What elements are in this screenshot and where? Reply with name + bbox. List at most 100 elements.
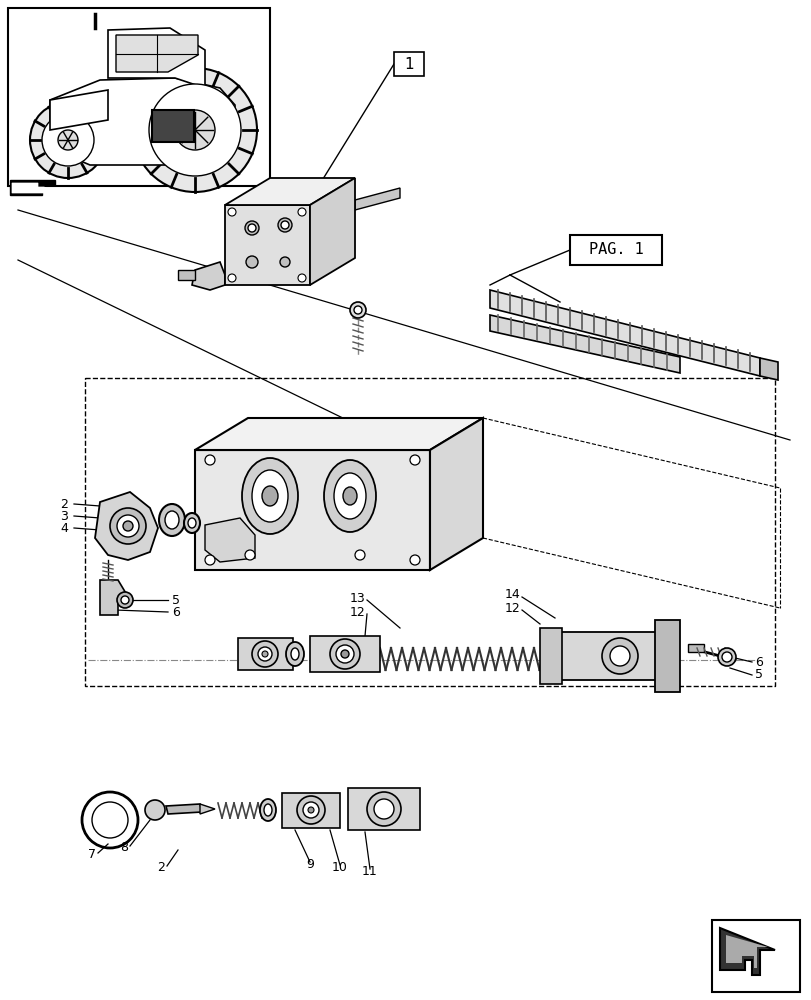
Circle shape bbox=[410, 455, 419, 465]
Circle shape bbox=[258, 647, 272, 661]
Polygon shape bbox=[165, 804, 202, 814]
Polygon shape bbox=[195, 450, 430, 570]
Circle shape bbox=[228, 274, 236, 282]
Text: 3: 3 bbox=[60, 510, 68, 522]
Text: 6: 6 bbox=[172, 605, 180, 618]
Circle shape bbox=[247, 224, 255, 232]
Polygon shape bbox=[281, 793, 340, 828]
Polygon shape bbox=[654, 620, 679, 692]
Circle shape bbox=[298, 274, 306, 282]
Polygon shape bbox=[725, 935, 767, 968]
Circle shape bbox=[721, 652, 731, 662]
Text: 5: 5 bbox=[172, 593, 180, 606]
Circle shape bbox=[145, 800, 165, 820]
Circle shape bbox=[281, 221, 289, 229]
Text: 5: 5 bbox=[754, 668, 762, 682]
Text: 4: 4 bbox=[60, 522, 68, 534]
Circle shape bbox=[262, 651, 268, 657]
Polygon shape bbox=[108, 28, 204, 88]
Polygon shape bbox=[178, 270, 195, 280]
Text: 13: 13 bbox=[349, 591, 365, 604]
Circle shape bbox=[336, 645, 354, 663]
Polygon shape bbox=[539, 628, 561, 684]
Bar bbox=[8, 8, 270, 186]
Circle shape bbox=[117, 515, 139, 537]
Ellipse shape bbox=[251, 470, 288, 522]
Bar bbox=[711, 920, 799, 992]
Polygon shape bbox=[238, 638, 293, 670]
Text: 8: 8 bbox=[120, 841, 128, 854]
Polygon shape bbox=[10, 180, 55, 195]
Circle shape bbox=[228, 208, 236, 216]
Text: 1: 1 bbox=[404, 57, 414, 72]
Circle shape bbox=[204, 455, 215, 465]
Circle shape bbox=[297, 796, 324, 824]
Text: 7: 7 bbox=[88, 848, 96, 861]
Circle shape bbox=[374, 799, 393, 819]
Text: 10: 10 bbox=[332, 861, 347, 874]
Ellipse shape bbox=[188, 518, 195, 528]
Circle shape bbox=[303, 802, 319, 818]
Circle shape bbox=[329, 639, 359, 669]
Circle shape bbox=[341, 650, 349, 658]
Circle shape bbox=[354, 306, 362, 314]
Bar bbox=[85, 378, 774, 686]
Circle shape bbox=[204, 555, 215, 565]
Polygon shape bbox=[191, 262, 225, 290]
Circle shape bbox=[717, 648, 735, 666]
Circle shape bbox=[246, 256, 258, 268]
Polygon shape bbox=[687, 644, 703, 652]
Polygon shape bbox=[354, 188, 400, 210]
Text: 6: 6 bbox=[754, 656, 762, 668]
Polygon shape bbox=[116, 35, 198, 72]
Circle shape bbox=[122, 521, 133, 531]
Circle shape bbox=[350, 302, 366, 318]
Text: 2: 2 bbox=[157, 861, 165, 874]
Polygon shape bbox=[50, 90, 108, 130]
Circle shape bbox=[354, 550, 365, 560]
Polygon shape bbox=[225, 178, 354, 205]
Circle shape bbox=[609, 646, 629, 666]
Ellipse shape bbox=[159, 504, 185, 536]
Circle shape bbox=[410, 555, 419, 565]
Circle shape bbox=[30, 102, 106, 178]
Circle shape bbox=[601, 638, 637, 674]
Circle shape bbox=[277, 218, 292, 232]
Ellipse shape bbox=[290, 648, 298, 660]
Text: 9: 9 bbox=[306, 858, 314, 871]
Ellipse shape bbox=[262, 486, 277, 506]
Polygon shape bbox=[50, 78, 234, 165]
Circle shape bbox=[117, 592, 133, 608]
Polygon shape bbox=[348, 788, 419, 830]
Ellipse shape bbox=[184, 513, 200, 533]
Text: PAG. 1: PAG. 1 bbox=[588, 242, 642, 257]
Circle shape bbox=[298, 208, 306, 216]
Circle shape bbox=[58, 130, 78, 150]
Ellipse shape bbox=[260, 799, 276, 821]
Bar bbox=[569, 235, 661, 265]
Circle shape bbox=[175, 110, 215, 150]
Polygon shape bbox=[225, 205, 310, 285]
Circle shape bbox=[109, 508, 146, 544]
Polygon shape bbox=[560, 632, 669, 680]
Polygon shape bbox=[95, 492, 158, 560]
Ellipse shape bbox=[165, 511, 178, 529]
Polygon shape bbox=[204, 518, 255, 562]
Polygon shape bbox=[489, 290, 759, 376]
Polygon shape bbox=[200, 804, 215, 814]
Circle shape bbox=[251, 641, 277, 667]
Ellipse shape bbox=[264, 804, 272, 816]
Text: 12: 12 bbox=[504, 601, 519, 614]
Polygon shape bbox=[100, 580, 130, 615]
Polygon shape bbox=[195, 418, 483, 450]
Circle shape bbox=[307, 807, 314, 813]
Polygon shape bbox=[430, 418, 483, 570]
Circle shape bbox=[367, 792, 401, 826]
Circle shape bbox=[133, 68, 257, 192]
Circle shape bbox=[245, 221, 259, 235]
Text: 14: 14 bbox=[504, 588, 519, 601]
Text: 2: 2 bbox=[60, 497, 68, 510]
Circle shape bbox=[121, 596, 129, 604]
Polygon shape bbox=[310, 178, 354, 285]
Circle shape bbox=[42, 114, 94, 166]
